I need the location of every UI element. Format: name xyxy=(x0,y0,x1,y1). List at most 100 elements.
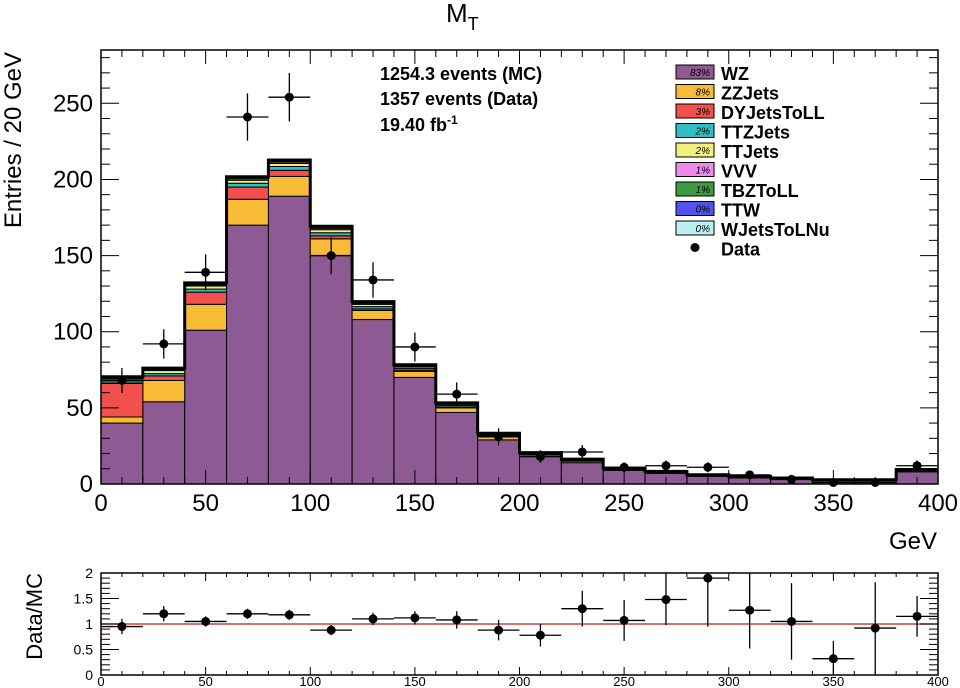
ratio-point xyxy=(870,623,880,633)
ratio-point xyxy=(284,610,294,620)
ratio-y-tick-label: 1 xyxy=(85,616,93,632)
legend-percent: 3% xyxy=(696,107,711,118)
luminosity-label: 19.40 fb-1 xyxy=(380,113,458,135)
data-point xyxy=(745,470,755,480)
data-point xyxy=(661,461,671,471)
chart-title-main: M xyxy=(446,0,468,28)
main-x-tick-label: 400 xyxy=(918,490,958,517)
main-y-axis-label: Entries / 20 GeV xyxy=(0,52,27,228)
luminosity-exponent: -1 xyxy=(447,113,458,127)
legend-percent: 2% xyxy=(695,146,711,157)
data-point xyxy=(577,447,587,457)
stack-bar-dyjetstoll xyxy=(142,375,186,381)
ratio-point xyxy=(159,609,169,619)
ratio-y-axis: 0 0.5 1 1.5 2 xyxy=(74,565,938,683)
legend-swatch-dyjetstoll xyxy=(675,103,715,119)
ratio-x-tick-label: 400 xyxy=(927,674,949,688)
legend-percent: 83% xyxy=(690,68,710,79)
stack-bar-wz xyxy=(142,401,186,485)
data-point xyxy=(284,92,294,102)
legend-swatch-ttjets xyxy=(675,142,715,158)
main-x-tick-label: 0 xyxy=(94,490,107,517)
legend-swatch-wz xyxy=(675,64,715,80)
data-point xyxy=(117,375,127,385)
ratio-point xyxy=(703,573,713,583)
main-y-axis: 0 50 100 150 200 250 xyxy=(53,57,938,498)
ratio-x-tick-label: 150 xyxy=(404,674,426,688)
stack-bar-dyjetstoll xyxy=(226,186,269,200)
ratio-point xyxy=(494,625,504,635)
ratio-point xyxy=(452,615,462,625)
data-point xyxy=(201,267,211,277)
ratio-point xyxy=(410,613,420,623)
stack-bar-dyjetstoll xyxy=(184,291,228,305)
ratio-x-tick-label: 250 xyxy=(613,674,635,688)
ratio-y-tick-label: 0.5 xyxy=(74,642,94,658)
ratio-point xyxy=(577,604,587,614)
ratio-x-tick-label: 300 xyxy=(718,674,740,688)
legend-label-vvv: VVV xyxy=(721,162,757,182)
ratio-x-tick-label: 100 xyxy=(299,674,321,688)
data-point xyxy=(368,275,378,285)
ratio-point xyxy=(117,622,127,632)
main-y-tick-label: 0 xyxy=(80,471,93,498)
legend-label-wjetstolnu: WJetsToLNu xyxy=(721,220,830,240)
ratio-point xyxy=(745,605,755,615)
stack-bar-zzjets xyxy=(435,407,479,413)
main-y-tick-label: 250 xyxy=(53,90,93,117)
ratio-point xyxy=(912,611,922,621)
main-x-tick-label: 100 xyxy=(290,490,330,517)
legend-percent: 8% xyxy=(696,88,711,99)
ratio-y-tick-label: 0 xyxy=(85,667,93,683)
luminosity-value: 19.40 fb xyxy=(380,115,447,135)
data-point xyxy=(619,462,629,472)
legend-label-dyjetstoll: DYJetsToLL xyxy=(721,103,825,123)
stack-bar-zzjets xyxy=(100,416,144,424)
stack-bar-wz xyxy=(309,255,353,485)
main-y-tick-label: 100 xyxy=(53,319,93,346)
chart-title: MT xyxy=(446,0,479,34)
data-events-label: 1357 events (Data) xyxy=(380,89,538,109)
main-x-axis: 0 50 100 150 200 250 300 350 400 xyxy=(94,50,958,517)
legend-swatch-zzjets xyxy=(675,84,715,99)
legend-swatch-wjetstolnu xyxy=(675,220,715,236)
data-point xyxy=(452,389,462,399)
main-x-tick-label: 200 xyxy=(499,490,539,517)
legend-percent: 1% xyxy=(696,185,711,196)
stack-bar-wz xyxy=(226,224,269,485)
legend-label-zzjets: ZZJets xyxy=(721,84,779,104)
legend-label-ttjets: TTJets xyxy=(721,142,779,162)
main-x-tick-label: 350 xyxy=(813,490,853,517)
data-point xyxy=(912,461,922,471)
stack-bar-dyjetstoll xyxy=(267,169,311,177)
main-x-tick-label: 250 xyxy=(604,490,644,517)
mc-events-label: 1254.3 events (MC) xyxy=(380,64,542,84)
data-point xyxy=(535,452,545,462)
stack-bar-zzjets xyxy=(142,379,186,403)
stack-bar-wz xyxy=(267,195,311,485)
main-x-axis-label: GeV xyxy=(889,528,937,555)
legend-label-data: Data xyxy=(721,240,761,260)
data-point xyxy=(326,251,336,261)
ratio-point xyxy=(326,625,336,635)
ratio-y-axis-label: Data/MC xyxy=(22,573,47,660)
legend-percent: 1% xyxy=(696,166,711,177)
ratio-point xyxy=(828,654,838,664)
legend-percent: 0% xyxy=(696,224,711,235)
data-point xyxy=(703,462,713,472)
ratio-point xyxy=(787,616,797,626)
legend-data-marker xyxy=(690,243,700,252)
legend-label-ttw: TTW xyxy=(721,201,760,221)
ratio-y-tick-label: 2 xyxy=(85,565,93,581)
data-point xyxy=(494,432,504,442)
ratio-point xyxy=(242,609,252,619)
main-y-tick-label: 50 xyxy=(66,395,93,422)
ratio-point xyxy=(619,615,629,625)
main-x-tick-label: 50 xyxy=(192,490,219,517)
stack-bar-wz xyxy=(184,329,228,485)
ratio-x-axis: 0 50 100 150 200 250 300 350 400 xyxy=(97,573,949,688)
main-x-tick-label: 300 xyxy=(709,490,749,517)
legend-swatch-tbztoll xyxy=(675,181,715,197)
stack-bar-wz xyxy=(435,411,479,485)
